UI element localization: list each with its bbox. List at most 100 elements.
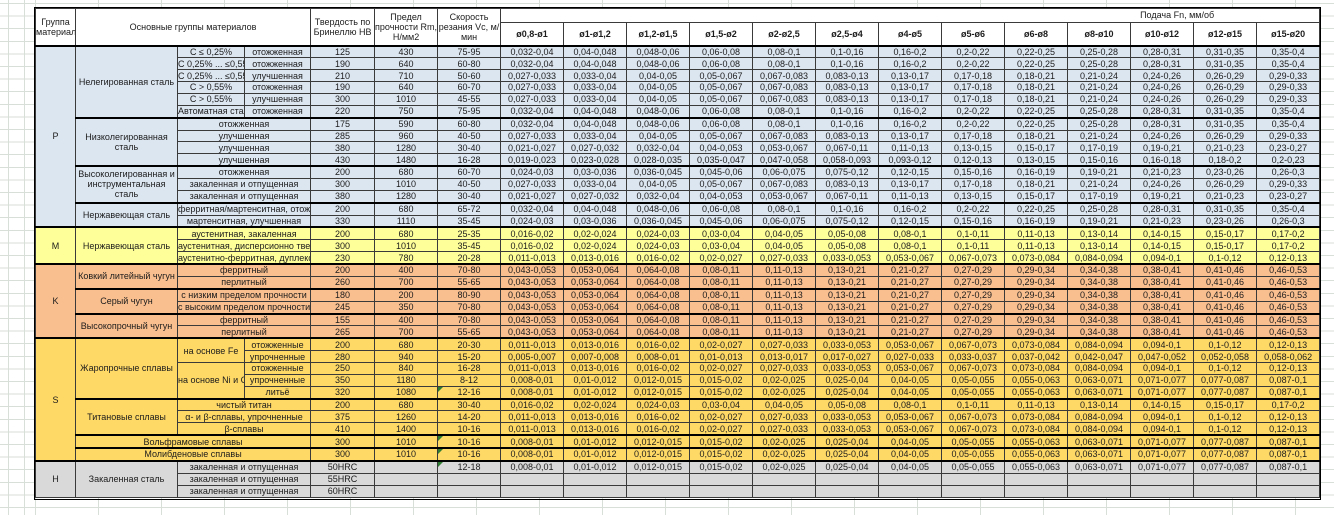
cell-feed[interactable]: 0,094-0,1 bbox=[1130, 251, 1195, 265]
cell-feed[interactable]: 0,064-0,08 bbox=[626, 275, 691, 290]
cell-feed[interactable]: 0,46-0,53 bbox=[1256, 275, 1321, 290]
cell-feed[interactable]: 0,011-0,013 bbox=[500, 361, 565, 375]
cell-feed[interactable]: 0,084-0,094 bbox=[1067, 361, 1132, 375]
cell-feed[interactable]: 0,033-0,04 bbox=[563, 177, 628, 191]
cell-hardness[interactable]: 50HRC bbox=[310, 459, 376, 474]
cell-feed[interactable] bbox=[500, 472, 565, 486]
cell-feed[interactable]: 0,34-0,38 bbox=[1067, 275, 1132, 290]
cell-feed[interactable]: 0,067-0,073 bbox=[941, 422, 1006, 436]
cell-feed[interactable]: 0,15-0,17 bbox=[1193, 239, 1258, 253]
cell-state[interactable]: отожженная bbox=[243, 57, 312, 71]
cell-feed[interactable]: 0,012-0,015 bbox=[626, 459, 691, 474]
cell-cutting-speed[interactable]: 60-70 bbox=[437, 165, 502, 179]
cell-feed[interactable]: 0,012-0,015 bbox=[626, 385, 691, 400]
cell-feed[interactable] bbox=[1004, 484, 1069, 499]
cell-feed[interactable]: 0,35-0,4 bbox=[1256, 57, 1321, 71]
cell-feed[interactable]: 0,013-0,016 bbox=[563, 410, 628, 424]
cell-feed[interactable] bbox=[941, 472, 1006, 486]
cell-main-group[interactable]: Низколегированная сталь bbox=[75, 116, 178, 167]
cell-hardness[interactable]: 125 bbox=[310, 44, 376, 59]
cell-subgroup[interactable]: мартенситная, улучшенная bbox=[176, 214, 312, 228]
column-header-diameter[interactable]: ø1,5-ø2 bbox=[689, 22, 754, 46]
cell-feed[interactable]: 0,033-0,053 bbox=[815, 337, 880, 352]
cell-state[interactable]: литьё bbox=[243, 385, 312, 400]
cell-feed[interactable]: 0,12-0,13 bbox=[941, 153, 1006, 167]
cell-feed[interactable]: 0,048-0,06 bbox=[626, 201, 691, 216]
cell-feed[interactable]: 0,31-0,35 bbox=[1193, 44, 1258, 59]
cell-strength[interactable]: 940 bbox=[374, 350, 439, 363]
cell-feed[interactable]: 0,073-0,084 bbox=[1004, 361, 1069, 375]
cell-feed[interactable]: 0,08-0,1 bbox=[752, 44, 817, 59]
cell-feed[interactable]: 0,22-0,25 bbox=[1004, 57, 1069, 71]
cell-feed[interactable]: 0,032-0,04 bbox=[626, 189, 691, 204]
cell-cutting-speed[interactable]: 10-16 bbox=[437, 434, 502, 449]
cell-feed[interactable]: 0,015-0,02 bbox=[689, 434, 754, 449]
cell-feed[interactable]: 0,015-0,02 bbox=[689, 447, 754, 462]
cell-feed[interactable]: 0,15-0,17 bbox=[1193, 397, 1258, 412]
cell-feed[interactable]: 0,02-0,027 bbox=[689, 410, 754, 424]
cell-feed[interactable]: 0,27-0,29 bbox=[941, 262, 1006, 277]
cell-feed[interactable]: 0,025-0,04 bbox=[815, 385, 880, 400]
cell-feed[interactable]: 0,14-0,15 bbox=[1130, 239, 1195, 253]
cell-feed[interactable]: 0,033-0,053 bbox=[815, 361, 880, 375]
cell-feed[interactable]: 0,26-0,29 bbox=[1193, 69, 1258, 83]
cell-feed[interactable]: 0,21-0,27 bbox=[878, 287, 943, 302]
cell-feed[interactable]: 0,26-0,29 bbox=[1193, 81, 1258, 94]
cell-feed[interactable]: 0,071-0,077 bbox=[1130, 434, 1195, 449]
cell-subgroup[interactable]: α- и β-сплавы, упрочненные bbox=[176, 410, 312, 424]
cell-feed[interactable]: 0,15-0,17 bbox=[1004, 141, 1069, 155]
cell-feed[interactable]: 0,03-0,036 bbox=[563, 214, 628, 228]
cell-feed[interactable]: 0,087-0,1 bbox=[1256, 385, 1321, 400]
cell-feed[interactable]: 0,01-0,012 bbox=[563, 459, 628, 474]
cell-feed[interactable]: 0,016-0,02 bbox=[626, 361, 691, 375]
cell-feed[interactable]: 0,016-0,02 bbox=[500, 397, 565, 412]
cell-feed[interactable]: 0,032-0,04 bbox=[500, 116, 565, 131]
cell-main-group[interactable]: Ковкий литейный чугун bbox=[75, 263, 178, 290]
cell-feed[interactable]: 0,08-0,11 bbox=[689, 300, 754, 315]
cell-feed[interactable] bbox=[752, 472, 817, 486]
cell-feed[interactable]: 0,02-0,025 bbox=[752, 373, 817, 387]
cell-feed[interactable]: 0,05-0,067 bbox=[689, 92, 754, 106]
cell-feed[interactable]: 0,17-0,18 bbox=[941, 69, 1006, 83]
cell-feed[interactable]: 0,024-0,03 bbox=[500, 214, 565, 228]
cell-feed[interactable]: 0,01-0,012 bbox=[563, 385, 628, 400]
cell-feed[interactable]: 0,032-0,04 bbox=[500, 104, 565, 119]
cell-feed[interactable]: 0,1-0,16 bbox=[815, 44, 880, 59]
cell-feed[interactable]: 0,05-0,055 bbox=[941, 434, 1006, 449]
cell-feed[interactable]: 0,071-0,077 bbox=[1130, 447, 1195, 462]
cell-feed[interactable]: 0,26-0,3 bbox=[1256, 165, 1321, 179]
header-hardness[interactable]: Твердость по Бринеллю HB bbox=[310, 8, 376, 46]
cell-main-group[interactable]: Вольфрамовые сплавы bbox=[74, 434, 312, 449]
cell-feed[interactable]: 0,094-0,1 bbox=[1130, 422, 1195, 436]
cell-feed[interactable]: 0,13-0,17 bbox=[878, 177, 943, 191]
cell-hardness[interactable]: 330 bbox=[310, 214, 376, 228]
cell-feed[interactable]: 0,06-0,075 bbox=[752, 214, 817, 228]
cell-feed[interactable]: 0,16-0,2 bbox=[878, 44, 943, 59]
cell-feed[interactable]: 0,18-0,2 bbox=[1193, 153, 1258, 167]
cell-feed[interactable]: 0,04-0,05 bbox=[626, 81, 691, 94]
cell-feed[interactable]: 0,23-0,27 bbox=[1256, 141, 1321, 155]
cell-feed[interactable] bbox=[1067, 484, 1132, 499]
cell-strength[interactable]: 1110 bbox=[374, 214, 439, 228]
cell-feed[interactable] bbox=[689, 472, 754, 486]
cell-feed[interactable]: 0,024-0,03 bbox=[626, 226, 691, 241]
cell-feed[interactable]: 0,073-0,084 bbox=[1004, 337, 1069, 352]
cell-feed[interactable]: 0,015-0,02 bbox=[689, 459, 754, 474]
cell-strength[interactable]: 200 bbox=[374, 287, 439, 302]
cell-feed[interactable]: 0,008-0,01 bbox=[626, 350, 691, 363]
cell-feed[interactable]: 0,027-0,033 bbox=[500, 92, 565, 106]
cell-feed[interactable]: 0,26-0,29 bbox=[1193, 177, 1258, 191]
cell-feed[interactable]: 0,083-0,13 bbox=[815, 129, 880, 143]
cell-feed[interactable] bbox=[1193, 472, 1258, 486]
cell-feed[interactable]: 0,15-0,17 bbox=[1004, 189, 1069, 204]
cell-feed[interactable]: 0,06-0,08 bbox=[689, 104, 754, 119]
cell-hardness[interactable]: 285 bbox=[310, 129, 376, 143]
cell-feed[interactable]: 0,084-0,094 bbox=[1067, 337, 1132, 352]
cell-subgroup[interactable]: С 0,25% ... ≤0,55% bbox=[177, 57, 245, 71]
cell-strength[interactable]: 680 bbox=[374, 397, 439, 412]
cell-feed[interactable]: 0,053-0,064 bbox=[563, 287, 628, 302]
cell-subgroup[interactable]: закаленная и отпущенная bbox=[176, 459, 312, 474]
cell-feed[interactable]: 0,053-0,067 bbox=[878, 361, 943, 375]
cell-strength[interactable]: 1080 bbox=[374, 385, 439, 400]
cell-feed[interactable]: 0,04-0,048 bbox=[563, 57, 628, 71]
